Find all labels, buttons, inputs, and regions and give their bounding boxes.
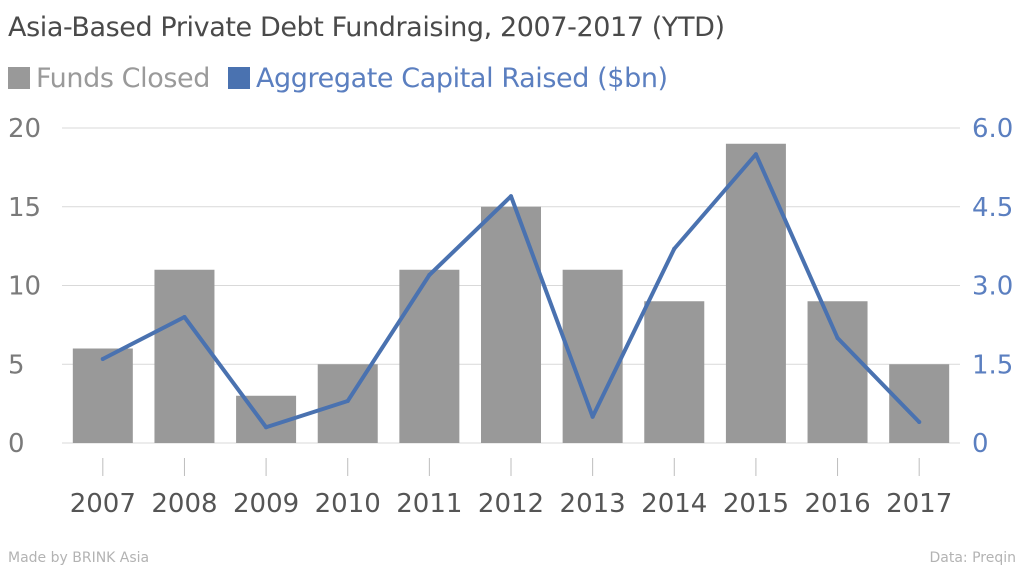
point-aggregate-capital	[753, 152, 758, 157]
point-aggregate-capital	[835, 336, 840, 340]
bar-funds-closed	[807, 301, 868, 443]
bar-funds-closed	[481, 206, 541, 443]
bar-funds-closed	[644, 301, 705, 443]
x-tick-label: 2012	[478, 489, 544, 519]
x-tick-label: 2016	[804, 489, 870, 519]
y-left-tick-label: 5	[8, 350, 25, 380]
y-right-tick-label: 1.5	[972, 350, 1013, 380]
point-aggregate-capital	[182, 315, 187, 319]
y-right-tick-label: 6.0	[972, 114, 1013, 144]
x-tick-label: 2009	[233, 489, 299, 519]
point-aggregate-capital	[590, 414, 595, 419]
y-right-tick-label: 0	[972, 429, 989, 459]
point-aggregate-capital	[509, 194, 513, 199]
x-tick-label: 2013	[560, 489, 626, 519]
bar-funds-closed	[889, 364, 950, 443]
legend-item-capital-raised: Aggregate Capital Raised ($bn)	[227, 62, 668, 94]
footer-source: Data: Preqin	[929, 550, 1016, 566]
footer-credit: Made by BRINK Asia	[8, 550, 150, 566]
x-tick-label: 2007	[70, 489, 136, 519]
legend-label-funds-closed: Funds Closed	[36, 62, 210, 94]
bar-funds-closed	[725, 143, 786, 443]
x-tick-label: 2014	[641, 489, 707, 519]
x-tick-label: 2011	[396, 489, 462, 519]
legend-item-funds-closed: Funds Closed	[8, 63, 210, 94]
point-aggregate-capital	[345, 399, 350, 403]
legend-label-capital-raised: Aggregate Capital Raised ($bn)	[255, 62, 668, 94]
x-tick-label: 2017	[886, 489, 952, 519]
x-tick-label: 2010	[315, 489, 381, 519]
y-left-tick-label: 10	[8, 272, 41, 302]
chart-title: Asia-Based Private Debt Fundraising, 200…	[8, 12, 725, 43]
point-aggregate-capital	[427, 273, 432, 277]
y-right-tick-label: 4.5	[972, 193, 1013, 223]
x-tick-label: 2008	[151, 489, 217, 519]
x-tick-label: 2015	[723, 489, 789, 519]
legend-swatch-capital-raised	[227, 67, 250, 89]
y-right-tick-label: 3.0	[972, 272, 1013, 302]
point-aggregate-capital	[672, 246, 677, 251]
y-left-tick-label: 0	[8, 429, 25, 459]
bar-funds-closed	[154, 269, 215, 443]
point-aggregate-capital	[917, 420, 922, 424]
y-left-tick-label: 20	[8, 114, 41, 144]
bar-funds-closed	[317, 364, 378, 443]
bar-funds-closed	[72, 348, 133, 443]
point-aggregate-capital	[100, 357, 105, 361]
legend: Funds Closed Aggregate Capital Raised ($…	[8, 62, 686, 94]
bar-funds-closed	[399, 269, 460, 443]
legend-swatch-funds-closed	[8, 67, 30, 89]
y-left-tick-label: 15	[8, 193, 41, 223]
point-aggregate-capital	[264, 425, 269, 430]
